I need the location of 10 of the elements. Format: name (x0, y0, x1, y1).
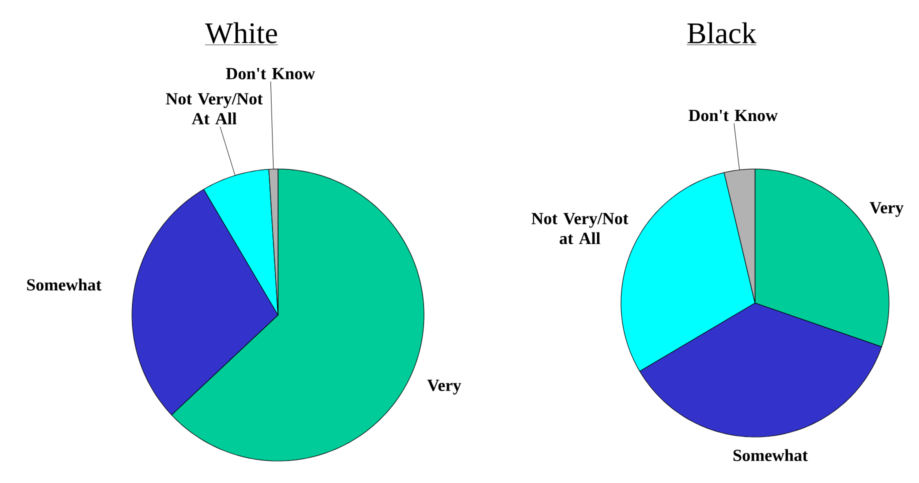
chart-title: Black (688, 22, 756, 44)
slice-label: Don't Know (688, 110, 778, 122)
slice-label: Somewhat (27, 278, 102, 291)
slice-label: Not Very/Not at All (532, 212, 628, 244)
slice-label: Don't Know (226, 68, 315, 80)
slice-label: Somewhat (734, 449, 808, 462)
chart-title: White (205, 22, 277, 44)
slice-label: Very (870, 202, 904, 217)
slice-label: Very (427, 380, 462, 395)
slice-label: Not Very/Not At All (166, 93, 263, 124)
